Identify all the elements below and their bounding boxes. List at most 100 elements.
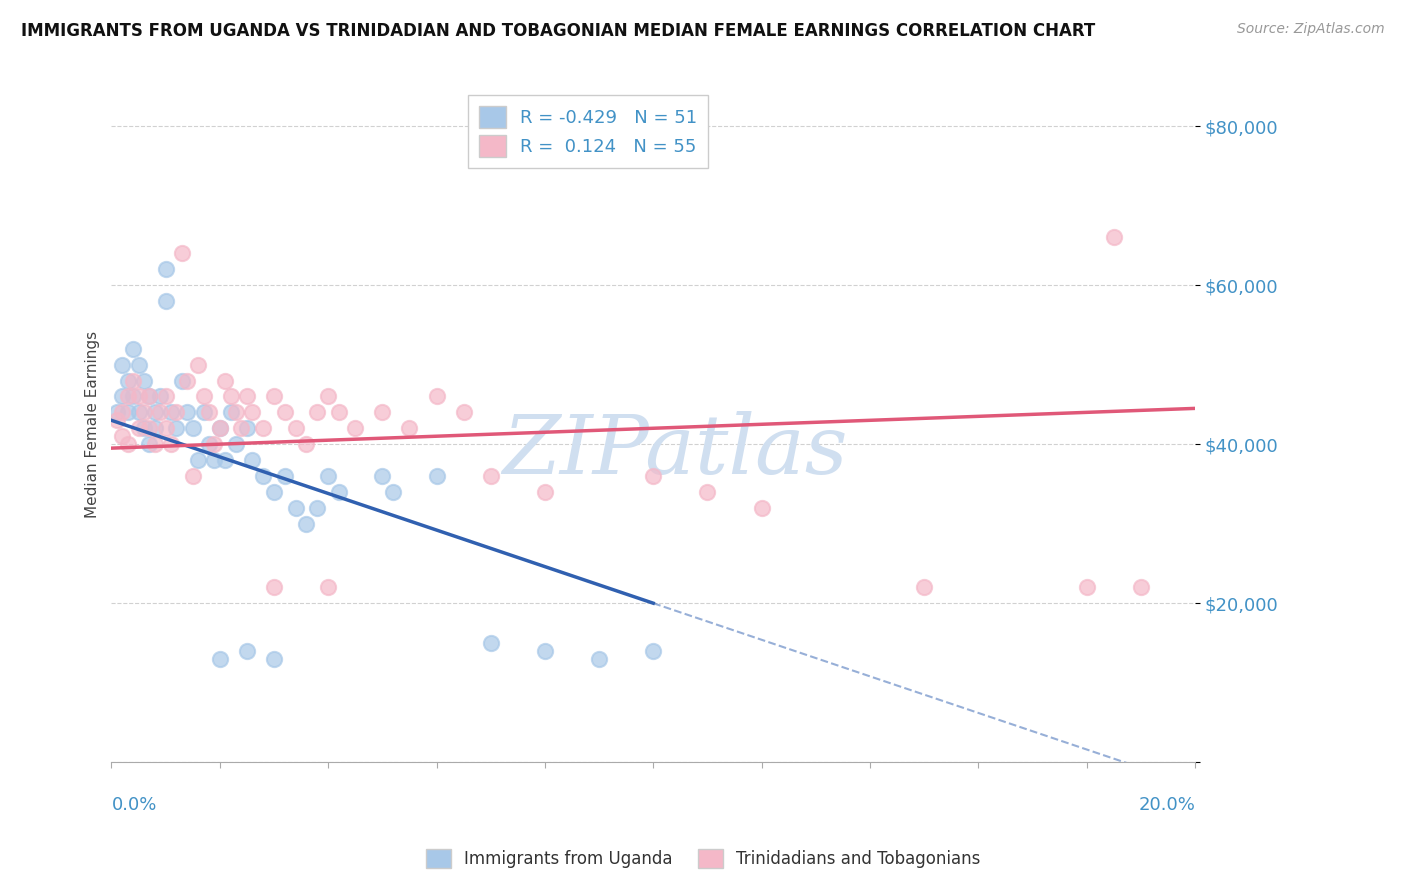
Point [236,421,259,435]
Point [263,484,285,499]
Point [155,421,177,435]
Point [149,405,172,419]
Point [1102,230,1125,244]
Point [208,652,231,666]
Point [371,469,394,483]
Point [208,421,231,435]
Point [117,389,139,403]
Point [155,389,177,403]
Point [176,374,198,388]
Point [198,405,221,419]
Point [187,453,209,467]
Point [193,405,215,419]
Point [165,421,187,435]
Point [588,652,610,666]
Point [155,262,177,277]
Y-axis label: Median Female Earnings: Median Female Earnings [86,331,100,518]
Point [219,389,242,403]
Point [111,389,134,403]
Point [240,453,263,467]
Point [208,421,231,435]
Point [643,644,665,658]
Point [202,437,225,451]
Point [284,500,307,515]
Point [295,437,318,451]
Point [138,389,160,403]
Point [696,484,718,499]
Point [122,342,145,356]
Point [295,516,318,531]
Point [263,389,285,403]
Point [193,389,215,403]
Point [105,405,128,419]
Point [344,421,367,435]
Point [105,413,128,427]
Point [132,421,155,435]
Point [316,580,339,594]
Point [111,405,134,419]
Point [143,437,166,451]
Point [128,358,150,372]
Point [252,421,274,435]
Point [138,437,160,451]
Legend: Immigrants from Uganda, Trinidadians and Tobagonians: Immigrants from Uganda, Trinidadians and… [419,843,987,875]
Text: Source: ZipAtlas.com: Source: ZipAtlas.com [1237,22,1385,37]
Text: 20.0%: 20.0% [1139,796,1195,814]
Point [316,469,339,483]
Point [202,453,225,467]
Point [122,374,145,388]
Point [149,389,172,403]
Point [328,405,350,419]
Point [236,389,259,403]
Point [111,429,134,443]
Point [240,405,263,419]
Point [912,580,935,594]
Point [316,389,339,403]
Text: ZIPatlas: ZIPatlas [502,411,848,491]
Point [479,469,502,483]
Point [328,484,350,499]
Text: 0.0%: 0.0% [111,796,157,814]
Point [307,405,329,419]
Point [274,469,297,483]
Point [143,421,166,435]
Point [181,421,204,435]
Point [128,389,150,403]
Point [371,405,394,419]
Point [160,405,183,419]
Point [143,405,166,419]
Text: IMMIGRANTS FROM UGANDA VS TRINIDADIAN AND TOBAGONIAN MEDIAN FEMALE EARNINGS CORR: IMMIGRANTS FROM UGANDA VS TRINIDADIAN AN… [21,22,1095,40]
Point [128,405,150,419]
Point [214,374,236,388]
Point [252,469,274,483]
Point [122,389,145,403]
Point [479,636,502,650]
Point [170,246,193,260]
Point [398,421,420,435]
Point [751,500,773,515]
Point [138,389,160,403]
Point [214,453,236,467]
Point [181,469,204,483]
Point [425,389,447,403]
Point [198,437,221,451]
Point [534,484,557,499]
Point [132,374,155,388]
Point [160,437,183,451]
Point [170,374,193,388]
Point [231,421,253,435]
Legend: R = -0.429   N = 51, R =  0.124   N = 55: R = -0.429 N = 51, R = 0.124 N = 55 [468,95,709,169]
Point [643,469,665,483]
Point [111,358,134,372]
Point [1076,580,1098,594]
Point [263,652,285,666]
Point [165,405,187,419]
Point [117,437,139,451]
Point [132,405,155,419]
Point [307,500,329,515]
Point [425,469,447,483]
Point [128,421,150,435]
Point [225,405,247,419]
Point [274,405,297,419]
Point [117,405,139,419]
